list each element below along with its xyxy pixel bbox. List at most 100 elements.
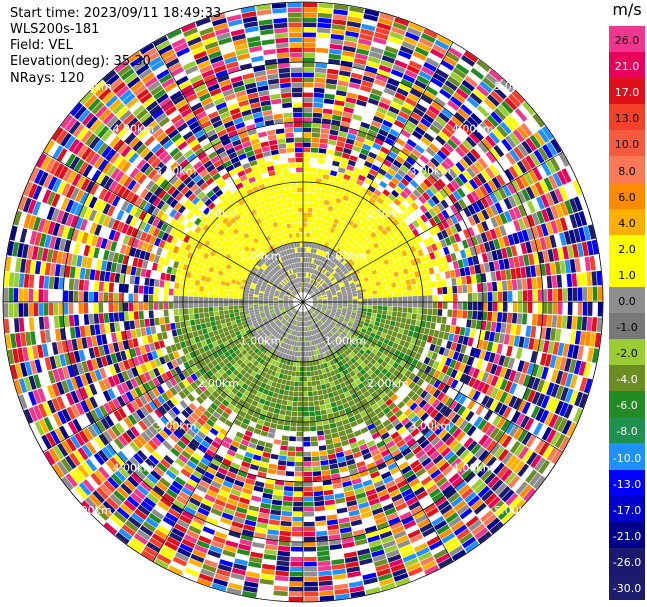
radar-gate — [200, 156, 210, 165]
radar-gate — [381, 342, 388, 349]
radar-gate — [279, 535, 291, 542]
radar-gate — [236, 414, 244, 422]
radar-gate — [256, 350, 263, 356]
radar-gate — [297, 356, 301, 362]
radar-gate — [219, 428, 228, 436]
radar-gate — [455, 343, 462, 353]
radar-gate — [200, 568, 215, 578]
radar-gate — [347, 322, 353, 327]
radar-gate — [555, 370, 564, 385]
radar-gate — [544, 411, 554, 426]
radar-gate — [178, 205, 186, 214]
radar-gate — [125, 330, 132, 340]
radar-gate — [365, 488, 377, 497]
radar-gate — [215, 407, 224, 415]
radar-gate — [232, 369, 240, 376]
radar-gate — [272, 8, 287, 14]
radar-gate — [273, 254, 278, 261]
radar-gate — [472, 390, 481, 401]
radar-gate — [381, 535, 395, 544]
radar-gate — [109, 272, 116, 283]
radar-gate — [294, 278, 297, 284]
radar-gate — [316, 530, 328, 537]
radar-gate — [331, 328, 337, 334]
radar-gate — [233, 419, 242, 427]
radar-gate — [158, 340, 166, 349]
radar-gate — [353, 321, 359, 326]
radar-gate — [159, 280, 165, 288]
radar-gate — [267, 246, 273, 252]
radar-gate — [325, 328, 330, 333]
radar-gate — [260, 314, 266, 318]
radar-gate — [165, 389, 174, 399]
radar-gate — [485, 362, 493, 373]
radar-gate — [327, 355, 333, 361]
radar-gate — [93, 452, 105, 466]
radar-gate — [298, 257, 301, 263]
radar-gate — [184, 283, 190, 290]
radar-gate — [369, 320, 375, 325]
radar-gate — [143, 294, 149, 302]
radar-gate — [293, 496, 303, 502]
radar-gate — [109, 457, 121, 469]
radar-gate — [473, 462, 485, 475]
radar-gate — [89, 324, 96, 336]
radar-gate — [298, 341, 301, 347]
radar-gate — [396, 479, 408, 489]
radar-gate — [303, 62, 315, 68]
radar-gate — [219, 284, 225, 290]
radar-gate — [429, 377, 437, 386]
radar-gate — [261, 497, 272, 504]
radar-gate — [99, 323, 106, 334]
radar-gate — [381, 360, 388, 368]
radar-gate — [303, 316, 305, 322]
radar-gate — [132, 338, 139, 348]
radar-gate — [297, 336, 300, 342]
radar-gate — [333, 379, 340, 386]
radar-gate — [288, 248, 293, 254]
radar-gate — [320, 363, 325, 370]
radar-gate — [332, 340, 338, 346]
radar-gate — [211, 458, 222, 467]
radar-gate — [586, 347, 594, 362]
radar-gate — [385, 480, 396, 489]
radar-gate — [113, 292, 119, 302]
radar-gate — [185, 93, 198, 103]
radar-gate — [78, 109, 91, 123]
radar-gate — [298, 207, 303, 213]
radar-gate — [569, 374, 578, 389]
radar-gate — [577, 345, 584, 360]
radar-gate — [268, 406, 275, 413]
radar-gate — [113, 363, 121, 374]
radar-gate — [294, 471, 303, 477]
radar-gate — [276, 312, 281, 316]
radar-gate — [96, 259, 103, 270]
radar-gate — [432, 454, 444, 465]
radar-gate — [382, 310, 387, 315]
radar-gate — [275, 403, 282, 410]
radar-gate — [184, 482, 196, 493]
radar-gate — [263, 151, 272, 158]
radar-gate — [313, 97, 324, 103]
radar-gate — [541, 426, 552, 441]
radar-gate — [190, 205, 199, 214]
radar-gate — [303, 192, 309, 198]
radar-gate — [186, 529, 200, 540]
radar-gate — [209, 250, 217, 257]
radar-gate — [148, 310, 154, 319]
radar-gate — [124, 245, 132, 256]
radar-gate — [298, 386, 303, 392]
radar-gate — [53, 315, 60, 329]
radar-gate — [326, 309, 332, 313]
radar-gate — [579, 377, 588, 392]
radar-gate — [188, 290, 194, 297]
radar-gate — [203, 559, 218, 568]
radar-gate — [264, 307, 269, 311]
radar-gate — [437, 500, 450, 511]
radar-gate — [236, 343, 243, 349]
radar-gate — [284, 306, 289, 309]
radar-gate — [308, 396, 314, 402]
radar-gate — [131, 367, 139, 377]
radar-gate — [387, 306, 393, 311]
radar-gate — [327, 338, 333, 344]
